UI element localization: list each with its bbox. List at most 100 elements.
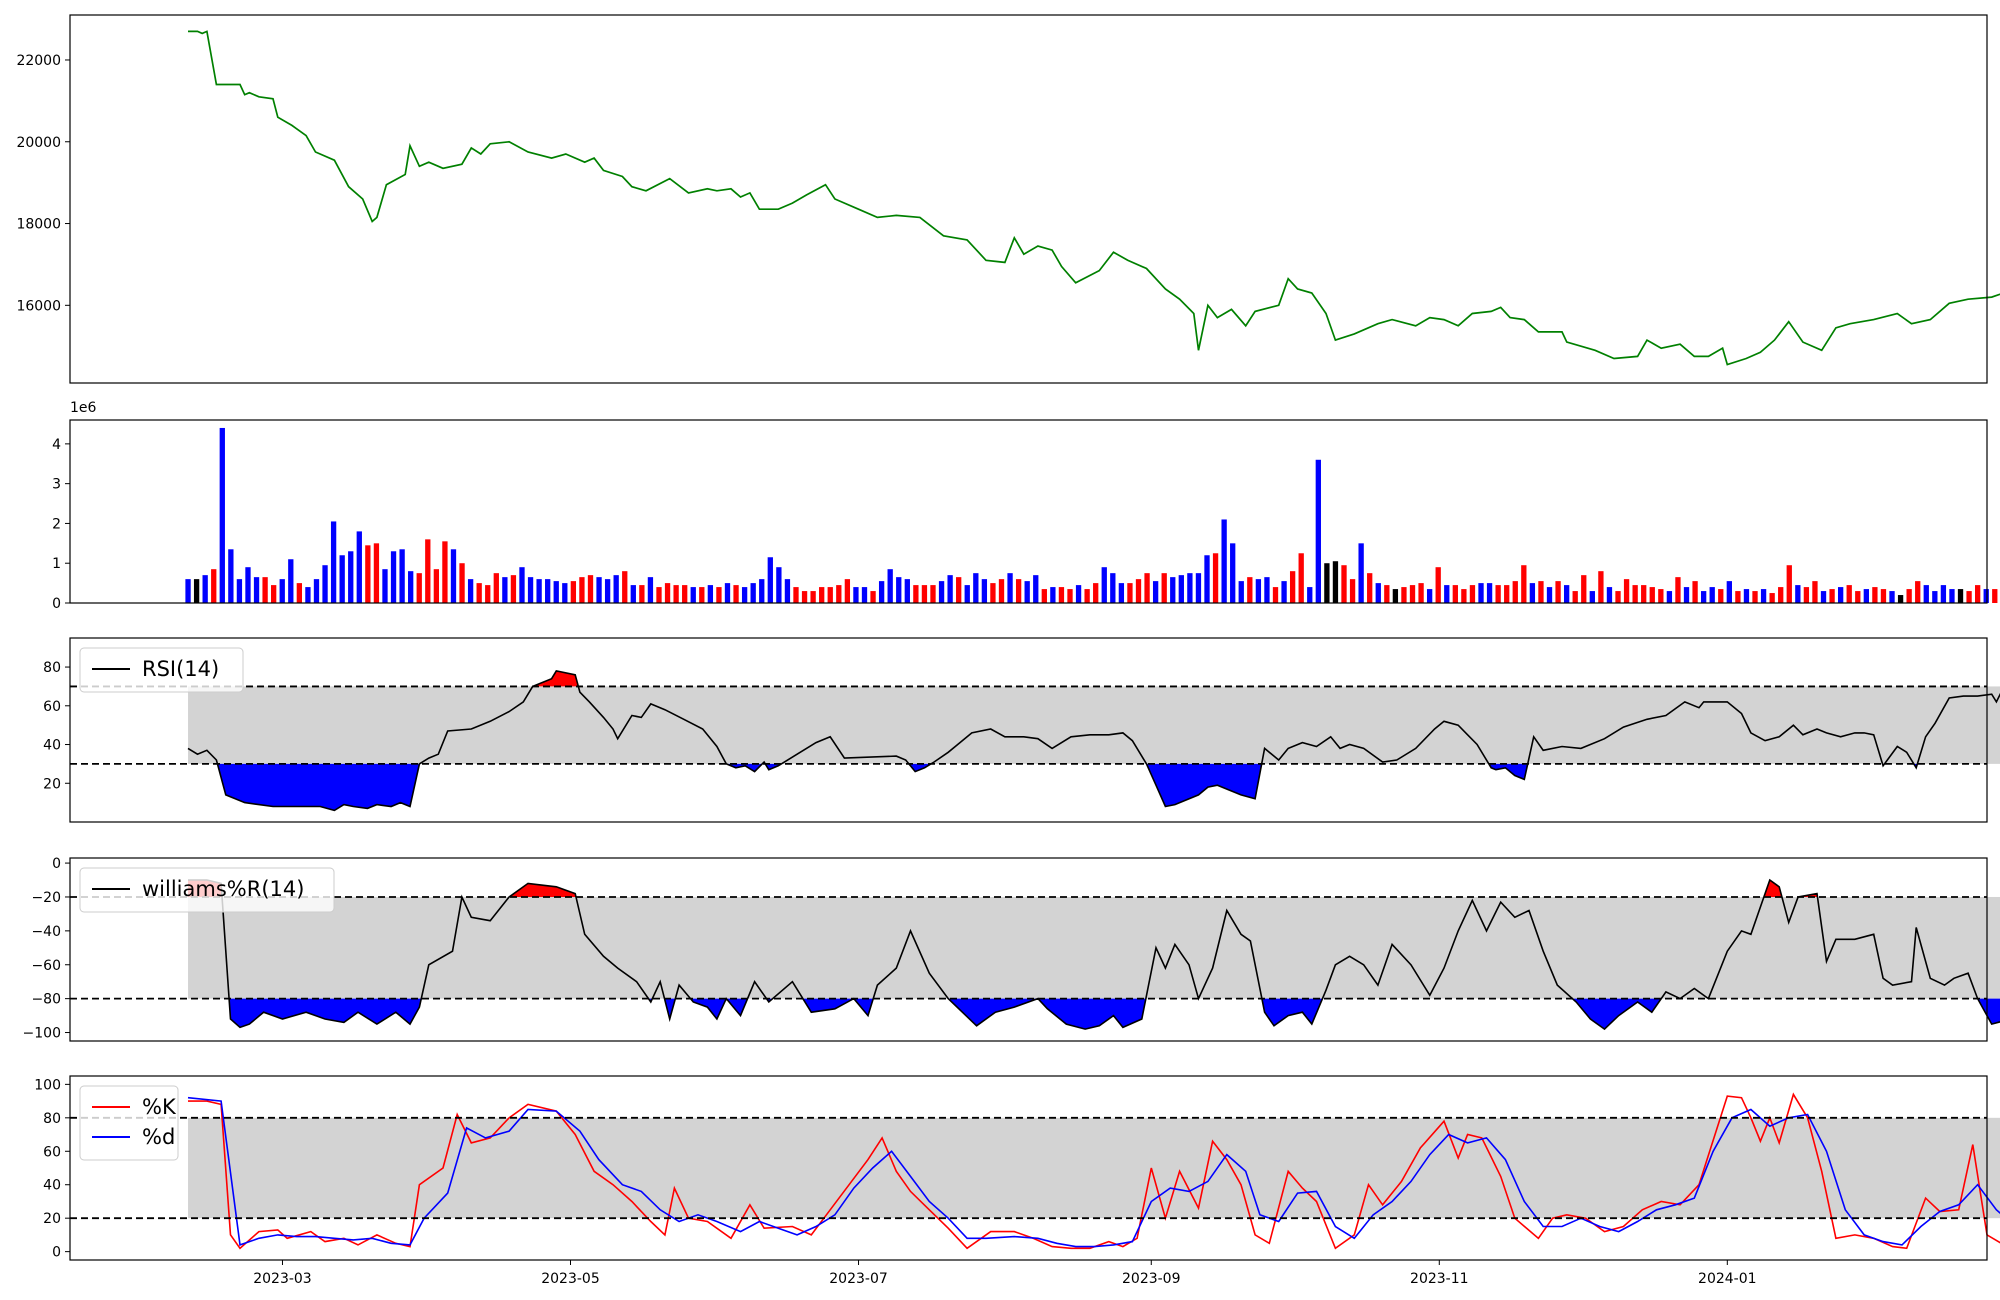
rsi-ytick-label: 20 xyxy=(43,776,61,792)
stochastic-axes-frame xyxy=(69,1075,1988,1261)
volume-bar xyxy=(682,585,688,603)
volume-bar xyxy=(1264,577,1270,603)
stochastic-ytick-label: 20 xyxy=(43,1211,61,1227)
volume-bar xyxy=(1178,575,1184,603)
williams-ytick-label: −100 xyxy=(23,1026,61,1042)
volume-bar xyxy=(390,551,397,603)
rsi-ytick-label: 80 xyxy=(43,660,61,676)
williams-neutral-band xyxy=(188,896,2000,999)
volume-bar xyxy=(339,555,345,603)
volume-bar xyxy=(1966,591,1972,603)
price-ytick-label: 18000 xyxy=(16,217,61,233)
volume-bar xyxy=(1812,581,1818,603)
volume-bar xyxy=(245,567,251,603)
volume-bar xyxy=(613,575,619,603)
volume-bar xyxy=(1658,589,1664,603)
volume-bar xyxy=(1478,583,1484,603)
volume-bar xyxy=(348,551,354,603)
volume-bar xyxy=(1906,589,1912,603)
volume-bar xyxy=(493,573,499,603)
williams-overbought-fill xyxy=(188,880,2000,897)
volume-bar xyxy=(741,587,748,603)
volume-bar xyxy=(776,567,782,603)
volume-bar xyxy=(1837,587,1844,603)
volume-bar xyxy=(1606,587,1613,603)
volume-bar xyxy=(827,587,833,603)
volume-bar xyxy=(253,577,260,603)
volume-bar xyxy=(673,585,679,603)
volume-bar xyxy=(1949,589,1955,603)
stochastic-k-line xyxy=(188,1092,2000,1250)
volume-bar xyxy=(801,591,808,603)
volume-bar xyxy=(536,579,542,603)
volume-bar xyxy=(1315,459,1321,603)
volume-bar xyxy=(1700,591,1707,603)
x-tick-label: 2023-05 xyxy=(541,1271,600,1287)
volume-bar xyxy=(1992,589,1998,603)
volume-bar xyxy=(211,569,217,603)
volume-bar xyxy=(930,585,936,603)
volume-bar xyxy=(1384,585,1390,603)
volume-bar xyxy=(1897,595,1904,603)
volume-bar xyxy=(1135,579,1142,603)
volume-bar xyxy=(373,543,380,603)
williams-axes-frame xyxy=(69,857,1988,1042)
volume-bar xyxy=(408,571,414,603)
volume-bar xyxy=(228,549,234,603)
volume-bar xyxy=(921,585,928,603)
volume-bar xyxy=(656,587,662,603)
volume-bar xyxy=(1692,581,1698,603)
volume-bar xyxy=(1409,585,1416,603)
volume-bar xyxy=(545,579,551,603)
volume-axes-frame xyxy=(69,419,1988,604)
stochastic-ytick-label: 0 xyxy=(52,1245,61,1261)
volume-bar xyxy=(1033,575,1039,603)
williams-legend-label: williams%R(14) xyxy=(142,877,304,901)
williams-ytick-label: −60 xyxy=(31,958,61,974)
volume-bar xyxy=(485,585,491,603)
volume-bar xyxy=(1110,573,1116,603)
williams-ytick-label: −20 xyxy=(31,890,61,906)
volume-ytick-label: 2 xyxy=(52,516,61,532)
rsi-legend-label: RSI(14) xyxy=(142,657,219,681)
volume-bar xyxy=(1675,577,1681,603)
volume-bar xyxy=(1212,553,1219,603)
volume-bar xyxy=(750,583,756,603)
volume-bar xyxy=(1101,567,1107,603)
volume-bar xyxy=(724,583,731,603)
volume-bar xyxy=(1683,587,1690,603)
volume-bar xyxy=(1512,581,1518,603)
volume-bar xyxy=(519,567,525,603)
rsi-neutral-band xyxy=(188,686,2000,764)
volume-bar xyxy=(1957,589,1964,603)
stochastic-ytick-label: 60 xyxy=(43,1144,61,1160)
stochastic-ytick-label: 100 xyxy=(34,1077,61,1093)
volume-bar xyxy=(1187,573,1193,603)
volume-bar xyxy=(1058,587,1065,603)
x-tick-label: 2023-09 xyxy=(1122,1271,1181,1287)
volume-bar xyxy=(1983,589,1989,603)
volume-bar xyxy=(1392,589,1399,603)
volume-bar xyxy=(1230,543,1236,603)
volume-bar xyxy=(630,585,636,603)
volume-bar xyxy=(1778,587,1784,603)
volume-bar xyxy=(1743,589,1750,603)
volume-bar xyxy=(1238,581,1244,603)
volume-bar xyxy=(262,577,268,603)
williams-ytick-label: −40 xyxy=(31,924,61,940)
volume-bar xyxy=(1469,585,1476,603)
x-tick-label: 2023-07 xyxy=(829,1271,888,1287)
volume-bar xyxy=(1341,565,1347,603)
volume-bar xyxy=(1572,591,1578,603)
stochastic-ytick-label: 40 xyxy=(43,1178,61,1194)
volume-bar xyxy=(416,573,422,603)
price-line xyxy=(188,30,2000,366)
volume-bar xyxy=(459,563,465,603)
volume-bar xyxy=(1015,579,1022,603)
volume-bar xyxy=(844,579,851,603)
volume-bar xyxy=(330,521,337,603)
volume-bar xyxy=(1075,585,1082,603)
volume-bar xyxy=(296,583,303,603)
rsi-legend xyxy=(79,647,244,693)
volume-bar xyxy=(793,587,799,603)
